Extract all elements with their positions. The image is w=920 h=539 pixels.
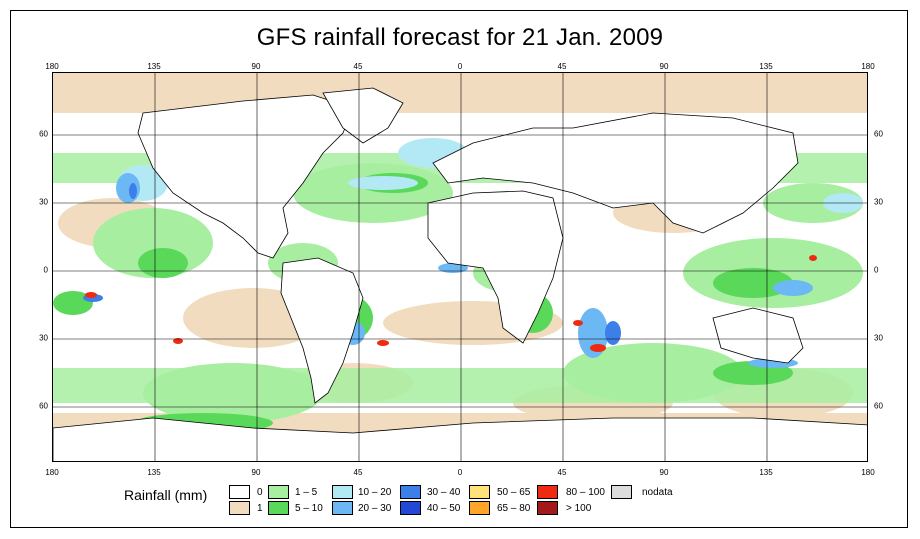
legend-label: 50 – 65 [497, 487, 531, 498]
map-grid [53, 73, 867, 461]
lat-tick-right: 60 [874, 129, 883, 139]
lon-tick-top: 90 [659, 62, 669, 71]
lat-tick-left: 60 [39, 129, 48, 139]
lon-tick-top: 90 [251, 62, 261, 71]
lon-tick-bottom: 135 [147, 468, 161, 477]
legend-swatch-3 [268, 501, 289, 515]
legend-label: > 100 [566, 503, 592, 514]
lon-tick-bottom: 45 [353, 468, 363, 477]
map-title: GFS rainfall forecast for 21 Jan. 2009 [256, 24, 664, 51]
legend-label: nodata [642, 487, 673, 498]
legend-swatch-9 [469, 501, 490, 515]
lon-tick-bottom: 0 [457, 468, 463, 477]
rainfall-map [52, 72, 868, 462]
legend-swatch-2 [268, 485, 289, 499]
lon-tick-top: 180 [861, 62, 875, 71]
lat-tick-right: 30 [874, 333, 883, 343]
legend-label: 65 – 80 [497, 503, 531, 514]
lat-tick-left: 60 [39, 401, 48, 411]
lon-tick-top: 135 [759, 62, 773, 71]
legend-label: 1 – 5 [295, 487, 318, 498]
legend-label: 0 [257, 487, 263, 498]
legend-label: 20 – 30 [358, 503, 392, 514]
lon-tick-top: 180 [45, 62, 59, 71]
legend-swatch-10 [537, 485, 558, 499]
lon-tick-top: 135 [147, 62, 161, 71]
lat-tick-left: 30 [39, 333, 48, 343]
map-canvas [53, 73, 867, 461]
legend-label: 80 – 100 [566, 487, 605, 498]
lon-tick-top: 45 [353, 62, 363, 71]
lon-tick-bottom: 90 [251, 468, 261, 477]
lat-tick-right: 30 [874, 197, 883, 207]
lat-tick-left: 30 [39, 197, 48, 207]
legend-label: 5 – 10 [295, 503, 323, 514]
lon-tick-bottom: 90 [659, 468, 669, 477]
lat-tick-right: 0 [874, 265, 879, 275]
legend-swatch-4 [332, 485, 353, 499]
lon-tick-bottom: 180 [861, 468, 875, 477]
lon-tick-top: 45 [557, 62, 567, 71]
continent-outlines [53, 87, 867, 461]
lat-tick-left: 0 [43, 265, 48, 275]
legend-label: 40 – 50 [427, 503, 461, 514]
legend-swatch-7 [400, 501, 421, 515]
legend-swatch-1 [229, 501, 250, 515]
rain-80-100mm-areas [85, 255, 817, 352]
legend-title: Rainfall (mm) [124, 487, 208, 503]
legend-swatch-12 [611, 485, 632, 499]
lon-tick-bottom: 45 [557, 468, 567, 477]
lon-tick-bottom: 135 [759, 468, 773, 477]
legend-swatch-11 [537, 501, 558, 515]
legend-swatch-0 [229, 485, 250, 499]
lon-tick-top: 0 [457, 62, 463, 71]
legend-swatch-5 [332, 501, 353, 515]
legend-label: 30 – 40 [427, 487, 461, 498]
legend-label: 1 [257, 503, 263, 514]
legend-swatch-6 [400, 485, 421, 499]
legend-label: 10 – 20 [358, 487, 392, 498]
lat-tick-right: 60 [874, 401, 883, 411]
legend-swatch-8 [469, 485, 490, 499]
lon-tick-bottom: 180 [45, 468, 59, 477]
